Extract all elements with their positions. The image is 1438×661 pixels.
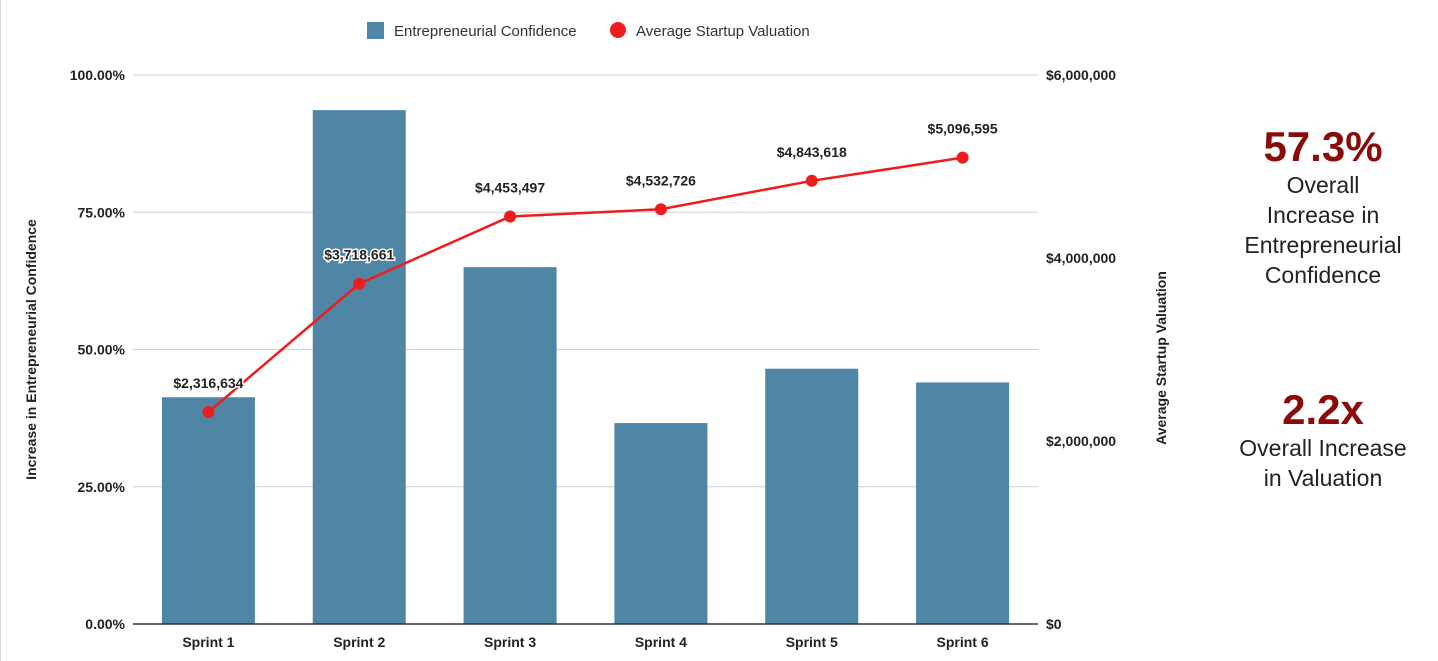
right-axis-title: Average Startup Valuation (1153, 271, 1169, 445)
right-tick-label: $4,000,000 (1046, 250, 1116, 266)
bar-sprint-1 (161, 397, 255, 624)
bar-sprint-3 (463, 267, 557, 624)
stat-confidence-description: Overall Increase in Entrepreneurial Conf… (1244, 172, 1402, 289)
stat-valuation: 2.2x Overall Increase in Valuation (1213, 386, 1433, 493)
valuation-point (202, 406, 215, 419)
right-axis-ticks: $0 $2,000,000 $4,000,000 $6,000,000 (1046, 67, 1116, 632)
right-tick-label: $6,000,000 (1046, 67, 1116, 83)
right-tick-label: $0 (1046, 616, 1062, 632)
valuation-data-label: $5,096,595 (928, 121, 998, 137)
gridlines (133, 74, 1038, 488)
valuation-line-path (207, 156, 963, 413)
valuation-data-label: $3,718,661 (324, 247, 394, 263)
x-tick-label: Sprint 3 (484, 634, 536, 650)
valuation-point (805, 174, 818, 187)
legend-label-confidence: Entrepreneurial Confidence (394, 23, 577, 40)
stat-valuation-value: 2.2x (1282, 386, 1364, 433)
bar-sprint-2 (312, 110, 406, 625)
x-axis-ticks: Sprint 1 Sprint 2 Sprint 3 Sprint 4 Sprint 5… (182, 634, 988, 650)
valuation-data-label: $4,532,726 (626, 172, 696, 188)
right-tick-label: $2,000,000 (1046, 433, 1116, 449)
valuation-point (956, 151, 969, 164)
x-tick-label: Sprint 2 (333, 634, 385, 650)
left-tick-label: 0.00% (85, 616, 125, 632)
valuation-point (504, 210, 517, 223)
x-tick-label: Sprint 4 (635, 634, 687, 650)
legend: Entrepreneurial Confidence Average Start… (367, 22, 810, 40)
x-tick-label: Sprint 5 (786, 634, 838, 650)
left-tick-label: 25.00% (78, 479, 126, 495)
valuation-point (353, 277, 366, 290)
left-axis-title: Increase in Entrepreneurial Confidence (23, 219, 39, 480)
left-axis-ticks: 0.00% 25.00% 50.00% 75.00% 100.00% (70, 67, 126, 632)
valuation-point (654, 203, 667, 216)
x-tick-label: Sprint 6 (937, 634, 989, 650)
valuation-data-label: $4,843,618 (777, 144, 847, 160)
legend-label-valuation: Average Startup Valuation (636, 23, 810, 40)
left-tick-label: 50.00% (78, 342, 126, 358)
stat-confidence: 57.3% Overall Increase in Entrepreneuria… (1213, 123, 1433, 290)
legend-swatch-confidence (367, 22, 384, 39)
left-tick-label: 100.00% (70, 67, 126, 83)
x-tick-label: Sprint 1 (182, 634, 234, 650)
stat-confidence-value: 57.3% (1263, 123, 1383, 170)
bar-sprint-4 (614, 423, 708, 624)
bar-sprint-6 (916, 382, 1010, 624)
valuation-data-label: $2,316,634 (173, 375, 243, 391)
frame-border (0, 0, 1, 661)
bars (161, 110, 1010, 625)
valuation-data-label: $4,453,497 (475, 180, 545, 196)
left-tick-label: 75.00% (78, 204, 126, 220)
bar-sprint-5 (765, 368, 859, 624)
valuation-line: $2,316,634 $3,718,661 $4,453,497 $4,532,726… (172, 119, 999, 419)
stat-valuation-description: Overall Increase in Valuation (1239, 435, 1407, 492)
legend-swatch-valuation (610, 22, 626, 38)
